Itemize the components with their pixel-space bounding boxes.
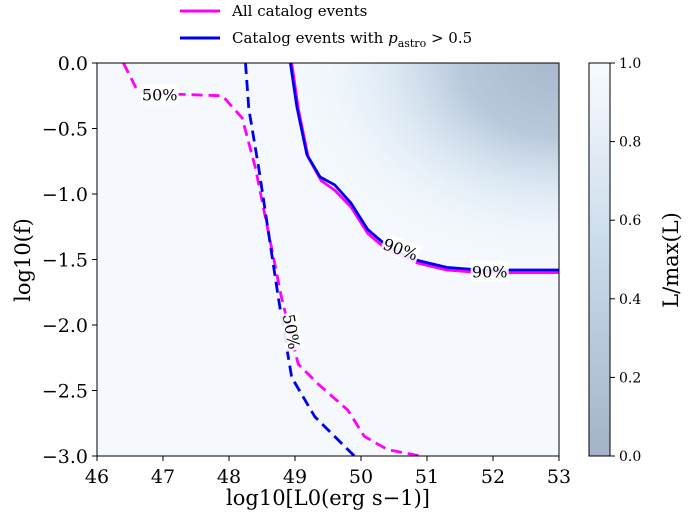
likelihood-region bbox=[295, 63, 559, 262]
contour-label: 50% bbox=[142, 85, 178, 104]
colorbar-tick-label: 0.0 bbox=[619, 449, 641, 465]
x-tick-label: 51 bbox=[415, 466, 439, 488]
x-tick-label: 46 bbox=[85, 466, 109, 488]
colorbar bbox=[588, 62, 611, 457]
colorbar-tick-label: 0.8 bbox=[619, 135, 641, 151]
contour-90-series-1 bbox=[289, 63, 559, 272]
y-axis-label: log10(f) bbox=[11, 218, 35, 302]
contour-label-group: 90% bbox=[470, 261, 509, 282]
colorbar-tick-label: 1.0 bbox=[619, 56, 641, 72]
y-tick-label: −1.0 bbox=[42, 184, 88, 206]
x-tick-label: 48 bbox=[217, 466, 241, 488]
x-tick-label: 47 bbox=[151, 466, 175, 488]
legend: All catalog events Catalog events with p… bbox=[180, 2, 472, 50]
x-axis-label: log10[L0(erg s−1)] bbox=[226, 486, 430, 510]
legend-label-all-events: All catalog events bbox=[231, 2, 367, 20]
y-tick-label: −1.5 bbox=[42, 250, 88, 272]
y-tick-label: 0.0 bbox=[58, 53, 88, 75]
y-tick-label: −3.0 bbox=[42, 446, 88, 468]
x-tick-label: 53 bbox=[547, 466, 571, 488]
colorbar-tick-label: 0.4 bbox=[619, 292, 641, 308]
colorbar-tick-label: 0.6 bbox=[619, 213, 641, 229]
y-tick-label: −2.5 bbox=[42, 381, 88, 403]
colorbar-tick-label: 0.2 bbox=[619, 370, 641, 386]
x-tick-label: 52 bbox=[481, 466, 505, 488]
x-tick-label: 49 bbox=[283, 466, 307, 488]
contour-label-group: 50% bbox=[140, 84, 179, 105]
y-tick-label: −0.5 bbox=[42, 119, 88, 141]
contour-label-background bbox=[278, 311, 305, 352]
contour-label-background bbox=[470, 261, 509, 282]
contour-label: 90% bbox=[472, 262, 508, 281]
contour-label-background bbox=[379, 233, 422, 265]
colorbar-label: L/max(L) bbox=[659, 212, 683, 308]
x-tick-label: 50 bbox=[349, 466, 373, 488]
y-tick-label: −2.0 bbox=[42, 315, 88, 337]
legend-label-pastro-events: Catalog events with pastro > 0.5 bbox=[232, 29, 472, 50]
contour-label-background bbox=[140, 84, 179, 105]
